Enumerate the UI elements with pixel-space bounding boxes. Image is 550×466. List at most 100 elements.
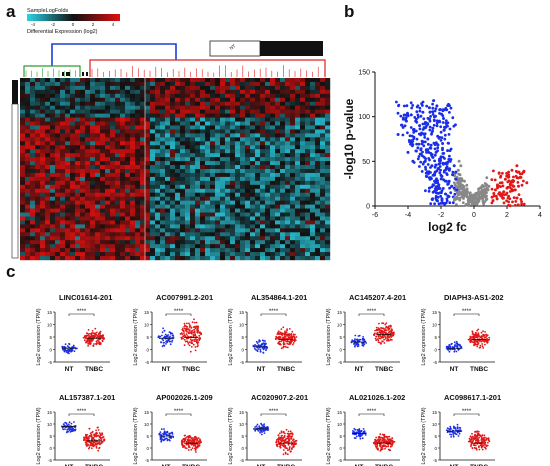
volcano-point — [520, 202, 523, 206]
heatmap-cell — [280, 228, 286, 233]
heatmap-cell — [50, 169, 56, 174]
heatmap-cell — [190, 232, 196, 237]
heatmap-cell — [245, 240, 251, 245]
heatmap-cell — [100, 169, 106, 174]
heatmap-cell — [240, 204, 246, 209]
heatmap-cell — [185, 224, 191, 229]
heatmap-cell — [175, 105, 181, 110]
dot-nt — [353, 342, 356, 345]
heatmap-cell — [110, 93, 116, 98]
heatmap-cell — [285, 125, 291, 130]
heatmap-cell — [235, 252, 241, 257]
heatmap-cell — [250, 97, 256, 102]
dot-tnbc — [279, 331, 282, 334]
heatmap-cell — [260, 169, 266, 174]
heatmap-cell — [215, 172, 221, 178]
heatmap-cell — [125, 216, 131, 221]
heatmap-cell — [240, 109, 246, 114]
dot-tnbc — [280, 340, 282, 343]
dot-tnbc — [295, 336, 298, 338]
heatmap-cell — [255, 161, 261, 166]
heatmap-cell — [65, 252, 71, 257]
heatmap-cell — [145, 248, 151, 253]
dot-tnbc — [287, 343, 290, 345]
heatmap-cell — [170, 192, 176, 197]
heatmap-cell — [290, 81, 296, 87]
heatmap-cell — [125, 180, 131, 186]
heatmap-cell — [235, 172, 241, 178]
heatmap-cell — [165, 93, 171, 98]
heatmap-cell — [65, 204, 71, 209]
heatmap-cell — [140, 145, 146, 150]
dot-nt — [365, 342, 368, 344]
volcano-point — [515, 196, 519, 200]
heatmap-cell — [155, 232, 161, 237]
dot-tnbc — [477, 328, 480, 331]
heatmap-cell — [195, 153, 201, 158]
heatmap-cell — [275, 244, 281, 249]
volcano-point — [415, 137, 419, 141]
heatmap-cell — [130, 172, 136, 178]
heatmap-cell — [145, 232, 151, 237]
volcano-point — [439, 125, 443, 129]
heatmap-cell — [295, 200, 301, 205]
dot-tnbc — [195, 321, 198, 324]
heatmap-cell — [150, 184, 156, 189]
heatmap-cell — [30, 216, 36, 221]
heatmap-cell — [210, 89, 216, 95]
heatmap-cell — [105, 137, 111, 142]
heatmap-cell — [215, 224, 221, 229]
heatmap-cell — [60, 121, 66, 126]
volcano-point — [395, 100, 398, 104]
heatmap-cell — [25, 228, 31, 233]
volcano-point-2 — [522, 170, 525, 174]
heatmap-cell — [30, 172, 36, 178]
heatmap-cell — [155, 256, 161, 261]
heatmap-cell — [280, 113, 286, 118]
heatmap-cell — [265, 220, 271, 225]
heatmap-cell — [310, 113, 316, 118]
heatmap-cell — [280, 117, 286, 122]
heatmap-cell — [180, 220, 186, 225]
heatmap-cell — [150, 240, 156, 245]
volcano-point — [520, 200, 523, 204]
heatmap-cell — [225, 169, 231, 174]
heatmap-cell — [305, 133, 311, 138]
heatmap-cell — [225, 220, 231, 225]
heatmap-cell — [255, 220, 261, 225]
heatmap-cell — [20, 204, 26, 209]
dot-plot-y-tick: 10 — [432, 322, 438, 327]
volcano-point — [431, 129, 434, 133]
heatmap-cell — [150, 157, 156, 162]
heatmap-cell — [80, 117, 86, 122]
heatmap-cell — [145, 204, 151, 209]
heatmap-cell — [230, 252, 236, 257]
dot-tnbc — [373, 333, 375, 336]
heatmap-cell — [315, 224, 321, 229]
dot-tnbc — [482, 335, 484, 338]
heatmap-cell — [30, 141, 36, 146]
heatmap-cell — [290, 97, 296, 102]
heatmap-cell — [35, 176, 41, 182]
heatmap-cell — [310, 244, 316, 249]
heatmap-cell — [210, 137, 216, 142]
volcano-point — [453, 192, 457, 196]
dot-nt — [262, 348, 265, 351]
heatmap-cell — [195, 220, 201, 225]
heatmap-cell — [245, 204, 251, 209]
dot-tnbc — [85, 439, 87, 441]
heatmap-cell — [175, 184, 181, 189]
heatmap-cell — [110, 81, 116, 87]
volcano-point — [451, 116, 455, 120]
heatmap-cell — [205, 121, 211, 126]
heatmap-cell — [240, 180, 246, 186]
heatmap-cell — [165, 169, 171, 174]
heatmap-cell — [60, 93, 66, 98]
heatmap-cell — [80, 172, 86, 178]
heatmap-cell — [200, 153, 206, 158]
heatmap-cell — [125, 121, 131, 126]
volcano-point-0 — [452, 186, 456, 190]
heatmap-cell — [45, 248, 51, 253]
heatmap-cell — [215, 133, 221, 138]
